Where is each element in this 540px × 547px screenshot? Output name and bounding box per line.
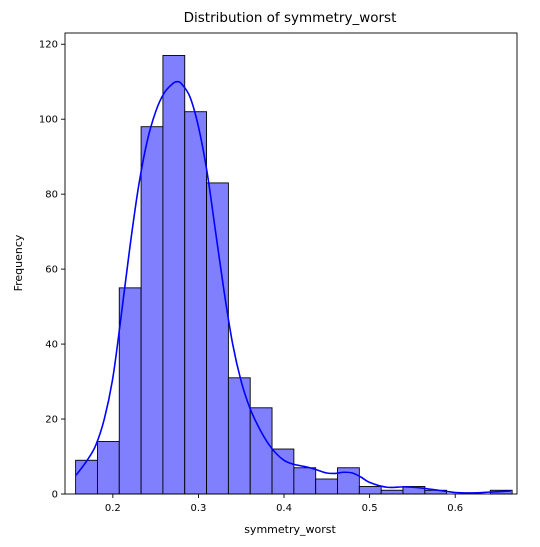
- histogram-bar: [380, 489, 404, 495]
- x-axis-ticks: 0.2 0.3 0.4 0.5 0.6: [105, 494, 463, 514]
- x-axis-label: symmetry_worst: [244, 523, 336, 536]
- histogram-bar: [227, 377, 251, 495]
- y-axis-ticks: 0 20 40 60 80 100 120: [39, 40, 65, 501]
- y-tick-label: 80: [45, 190, 58, 201]
- kde-curve: [75, 80, 511, 494]
- y-tick-label: 40: [45, 340, 58, 351]
- plot-frame: [64, 32, 518, 495]
- histogram-bar: [271, 448, 295, 495]
- y-tick-label: 100: [39, 115, 58, 126]
- histogram-bar: [249, 407, 273, 495]
- x-tick-label: 0.6: [447, 503, 463, 514]
- histogram-bars: [75, 55, 513, 495]
- histogram-bar: [96, 441, 120, 495]
- histogram-bar: [358, 486, 382, 495]
- histogram-bar: [184, 111, 208, 495]
- y-tick-label: 60: [45, 265, 58, 276]
- x-tick-label: 0.2: [105, 503, 121, 514]
- x-tick-label: 0.4: [276, 503, 292, 514]
- y-tick-label: 0: [52, 490, 58, 501]
- x-tick-label: 0.3: [190, 503, 206, 514]
- x-tick-label: 0.5: [362, 503, 378, 514]
- histogram-bar: [118, 287, 142, 495]
- histogram-bar: [293, 467, 317, 495]
- y-axis-label: Frequency: [12, 234, 25, 291]
- histogram-bar: [206, 182, 229, 495]
- y-tick-label: 120: [39, 40, 58, 51]
- chart-title: Distribution of symmetry_worst: [184, 10, 397, 26]
- histogram-bar: [162, 55, 186, 495]
- histogram-bar: [315, 478, 338, 495]
- histogram-bar: [75, 459, 98, 495]
- y-tick-label: 20: [45, 415, 58, 426]
- histogram-bar: [140, 126, 164, 495]
